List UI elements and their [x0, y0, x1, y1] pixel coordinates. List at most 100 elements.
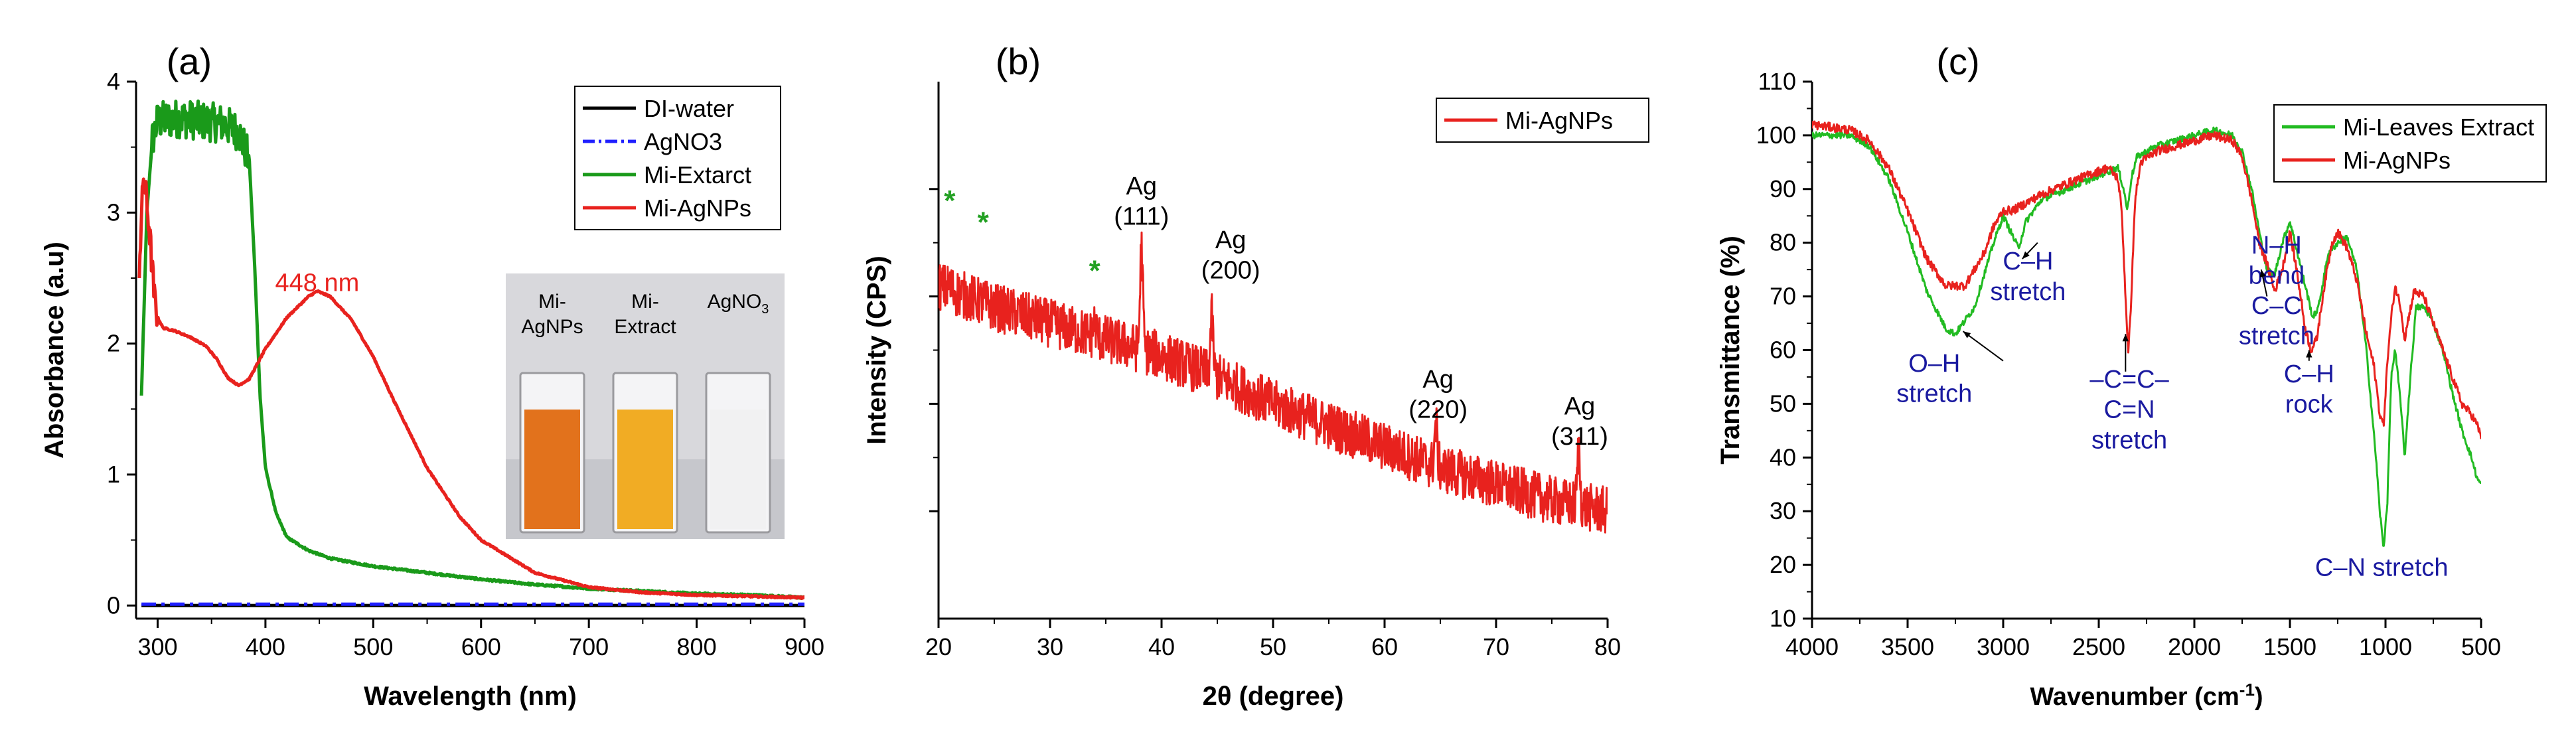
y-axis-label: Absorbance (a.u)	[40, 242, 69, 459]
y-tick-label: 3	[107, 198, 120, 226]
y-tick-label: 80	[1770, 229, 1796, 256]
peak-marker: *	[978, 206, 990, 239]
series-line-mi-agnps	[137, 177, 804, 600]
annotation-label-line: (311)	[1551, 423, 1608, 451]
annotation-label-line: Ag	[1126, 173, 1157, 200]
legend-label: Mi-AgNPs	[1505, 107, 1613, 134]
x-tick-label: 3500	[1881, 633, 1934, 660]
annotation-arrowhead	[2122, 334, 2129, 342]
y-tick-label: 10	[1770, 605, 1796, 632]
panel-label: (a)	[167, 40, 212, 82]
annotation-arrowhead	[2259, 269, 2266, 277]
annotation-arrow	[1962, 331, 2004, 362]
chart-panel-3: 4000 3500 3000 2500 2000 1500 1000 500 10 20 30 40 5…	[1716, 40, 2547, 711]
x-tick-label: 60	[1371, 633, 1398, 660]
x-tick-label: 800	[677, 633, 717, 660]
y-tick-label: 40	[1770, 443, 1796, 471]
annotation-label-line: C–N stretch	[2315, 554, 2449, 581]
annotation-label-line: 448 nm	[275, 269, 359, 297]
annotation-label-line: stretch	[1990, 278, 2066, 306]
annotation-label-line: (220)	[1408, 396, 1468, 424]
series-group	[137, 99, 804, 607]
y-axis-label: Intensity (CPS)	[862, 256, 891, 444]
annotation-label-line: stretch	[2239, 323, 2314, 350]
legend-label: DI-water	[644, 95, 734, 122]
inset-cuvette-liquid	[710, 410, 766, 529]
series-group	[939, 231, 1608, 534]
x-tick-label: 4000	[1785, 633, 1839, 660]
x-tick-label: 900	[785, 633, 824, 660]
chart-panel-2: 20 30 40 50 60 70 80 2θ (degree) Intensity (CPS)…	[862, 40, 1649, 711]
y-tick-label: 110	[1758, 68, 1796, 95]
x-tick-label: 70	[1483, 633, 1509, 660]
annotation-label-line: O–H	[1908, 350, 1960, 378]
y-tick-label: 100	[1756, 121, 1796, 149]
y-axis-label: Transmittance (%)	[1716, 236, 1745, 465]
peak-marker: *	[944, 185, 956, 217]
y-tick-label: 20	[1770, 551, 1796, 578]
series-line-mi-leaves-extract	[1812, 126, 2481, 547]
series-line-mi-agnps	[1812, 120, 2481, 439]
y-tick-label: 90	[1770, 175, 1796, 202]
annotation-arrowhead	[1963, 331, 1971, 339]
annotation-label-line: –C=C–	[2089, 366, 2169, 394]
x-tick-label: 700	[569, 633, 609, 660]
inset-vial-label: Extract	[614, 316, 676, 338]
x-tick-label: 20	[925, 633, 952, 660]
annotation-label-line: (200)	[1201, 256, 1260, 284]
annotation-label-line: Ag	[1422, 366, 1453, 394]
annotation-label-line: bend	[2249, 262, 2305, 289]
x-tick-label: 500	[353, 633, 393, 660]
y-tick-label: 70	[1770, 283, 1796, 310]
annotation-label-line: C–H	[2284, 360, 2334, 388]
legend-box	[2273, 104, 2547, 183]
annotation-label-line: stretch	[2091, 426, 2167, 454]
series-group	[1812, 120, 2481, 547]
legend-label: Mi-AgNPs	[2343, 147, 2451, 174]
x-tick-label: 500	[2461, 633, 2501, 660]
series-line-mi-agnps	[939, 231, 1608, 534]
x-tick-label: 30	[1037, 633, 1063, 660]
inset-vial-label: AgNPs	[521, 316, 583, 338]
annotation-label-line: C=N	[2104, 396, 2155, 424]
y-tick-label: 1	[107, 461, 120, 488]
x-tick-label: 40	[1148, 633, 1175, 660]
inset-vial-label: AgNO3	[708, 291, 769, 317]
x-tick-label: 600	[461, 633, 501, 660]
annotation-label-line: rock	[2285, 391, 2334, 419]
x-tick-label: 3000	[1977, 633, 2030, 660]
x-tick-label: 2500	[2072, 633, 2125, 660]
annotation-arrowhead	[2022, 251, 2030, 259]
legend-label: Mi-Leaves Extract	[2343, 113, 2534, 141]
x-tick-label: 300	[137, 633, 177, 660]
panel-label: (b)	[996, 40, 1041, 82]
x-tick-label: 1500	[2263, 633, 2316, 660]
y-tick-label: 0	[107, 591, 120, 619]
annotation-label-line: Ag	[1215, 226, 1246, 254]
annotation-label-line: stretch	[1896, 380, 1972, 408]
x-axis-label: Wavenumber (cm-1)	[2030, 680, 2263, 711]
annotation-label-line: (111)	[1114, 202, 1169, 230]
annotation-label-line: Ag	[1564, 393, 1595, 421]
annotation-arrowhead	[2306, 350, 2312, 358]
panel-label: (c)	[1936, 40, 1979, 82]
x-axis-label: 2θ (degree)	[1203, 682, 1344, 711]
x-tick-label: 1000	[2359, 633, 2412, 660]
legend-label: Mi-AgNPs	[644, 194, 751, 222]
x-axis-label: Wavelength (nm)	[364, 682, 577, 711]
annotation-label-line: C–C	[2251, 292, 2302, 320]
x-tick-label: 50	[1260, 633, 1286, 660]
x-tick-label: 80	[1594, 633, 1621, 660]
legend-label: Mi-Extarct	[644, 161, 751, 189]
y-tick-label: 30	[1770, 497, 1796, 524]
inset-vial-label: Mi-	[631, 291, 659, 313]
annotation-label-line: N–H	[2251, 232, 2302, 260]
y-tick-label: 4	[107, 68, 120, 95]
peak-marker: *	[1089, 254, 1101, 287]
legend-label: AgNO3	[644, 128, 722, 155]
y-tick-label: 50	[1770, 390, 1796, 417]
legend-box	[574, 86, 781, 230]
inset-cuvette-liquid	[617, 410, 673, 529]
inset-vial-label: Mi-	[538, 291, 566, 313]
